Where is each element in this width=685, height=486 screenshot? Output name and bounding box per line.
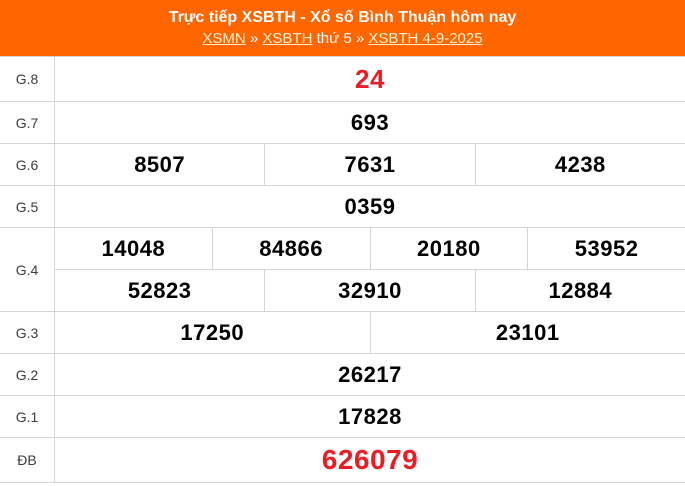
breadcrumb-link-date[interactable]: XSBTH 4-9-2025 <box>368 30 483 47</box>
header: Trực tiếp XSBTH - Xổ số Bình Thuận hôm n… <box>0 0 685 56</box>
prize-label-g8: G.8 <box>0 57 55 101</box>
prize-row-g2: G.2 26217 <box>0 354 685 396</box>
prize-label-g2: G.2 <box>0 354 55 395</box>
prize-number: 24 <box>355 63 385 94</box>
prize-label-g7: G.7 <box>0 102 55 143</box>
prize-number: 12884 <box>474 270 685 311</box>
prize-row-g3: G.3 17250 23101 <box>0 312 685 354</box>
prize-number: 23101 <box>369 312 685 353</box>
prize-label-g1: G.1 <box>0 396 55 437</box>
breadcrumb-day-label: thứ 5 <box>316 30 352 47</box>
prize-label-db: ĐB <box>0 438 55 482</box>
prize-label-g6: G.6 <box>0 144 55 185</box>
prize-number: 20180 <box>369 228 528 269</box>
prize-row-g5: G.5 0359 <box>0 186 685 228</box>
prize-number: 17250 <box>180 319 245 345</box>
prize-number: 32910 <box>264 270 474 311</box>
prize-number: 7631 <box>264 144 474 185</box>
prize-number: 693 <box>350 109 390 135</box>
results-table: G.8 24 G.7 693 G.6 8507 7631 4238 G.5 0359 G.4 1404… <box>0 56 685 483</box>
prize-label-g4: G.4 <box>0 228 55 311</box>
prize-row-g7: G.7 693 <box>0 102 685 144</box>
prize-row-g1: G.1 17828 <box>0 396 685 438</box>
prize-row-db: ĐB 626079 <box>0 438 685 483</box>
page-title: Trực tiếp XSBTH - Xổ số Bình Thuận hôm n… <box>168 9 517 26</box>
prize-number: 4238 <box>474 144 685 185</box>
prize-label-g3: G.3 <box>0 312 55 353</box>
prize-number: 53952 <box>527 228 685 269</box>
prize-number: 8507 <box>134 151 186 177</box>
breadcrumb: XSMN » XSBTH thứ 5 » XSBTH 4-9-2025 <box>202 30 482 48</box>
prize-label-g5: G.5 <box>0 186 55 227</box>
prize-row-g8: G.8 24 <box>0 57 685 102</box>
prize-number: 17828 <box>338 403 402 429</box>
prize-row-g4: G.4 14048 84866 20180 53952 52823 32910 12884 <box>0 228 685 312</box>
breadcrumb-link-xsmn[interactable]: XSMN <box>202 30 246 47</box>
breadcrumb-separator: » <box>355 30 365 47</box>
prize-number: 626079 <box>321 444 419 475</box>
prize-number: 52823 <box>127 277 192 303</box>
prize-number: 84866 <box>211 228 370 269</box>
breadcrumb-link-xsbth[interactable]: XSBTH <box>262 30 313 47</box>
prize-number: 26217 <box>338 361 402 387</box>
prize-number: 0359 <box>344 193 396 219</box>
prize-number: 14048 <box>101 235 166 261</box>
prize-row-g6: G.6 8507 7631 4238 <box>0 144 685 186</box>
breadcrumb-separator: » <box>249 30 259 47</box>
